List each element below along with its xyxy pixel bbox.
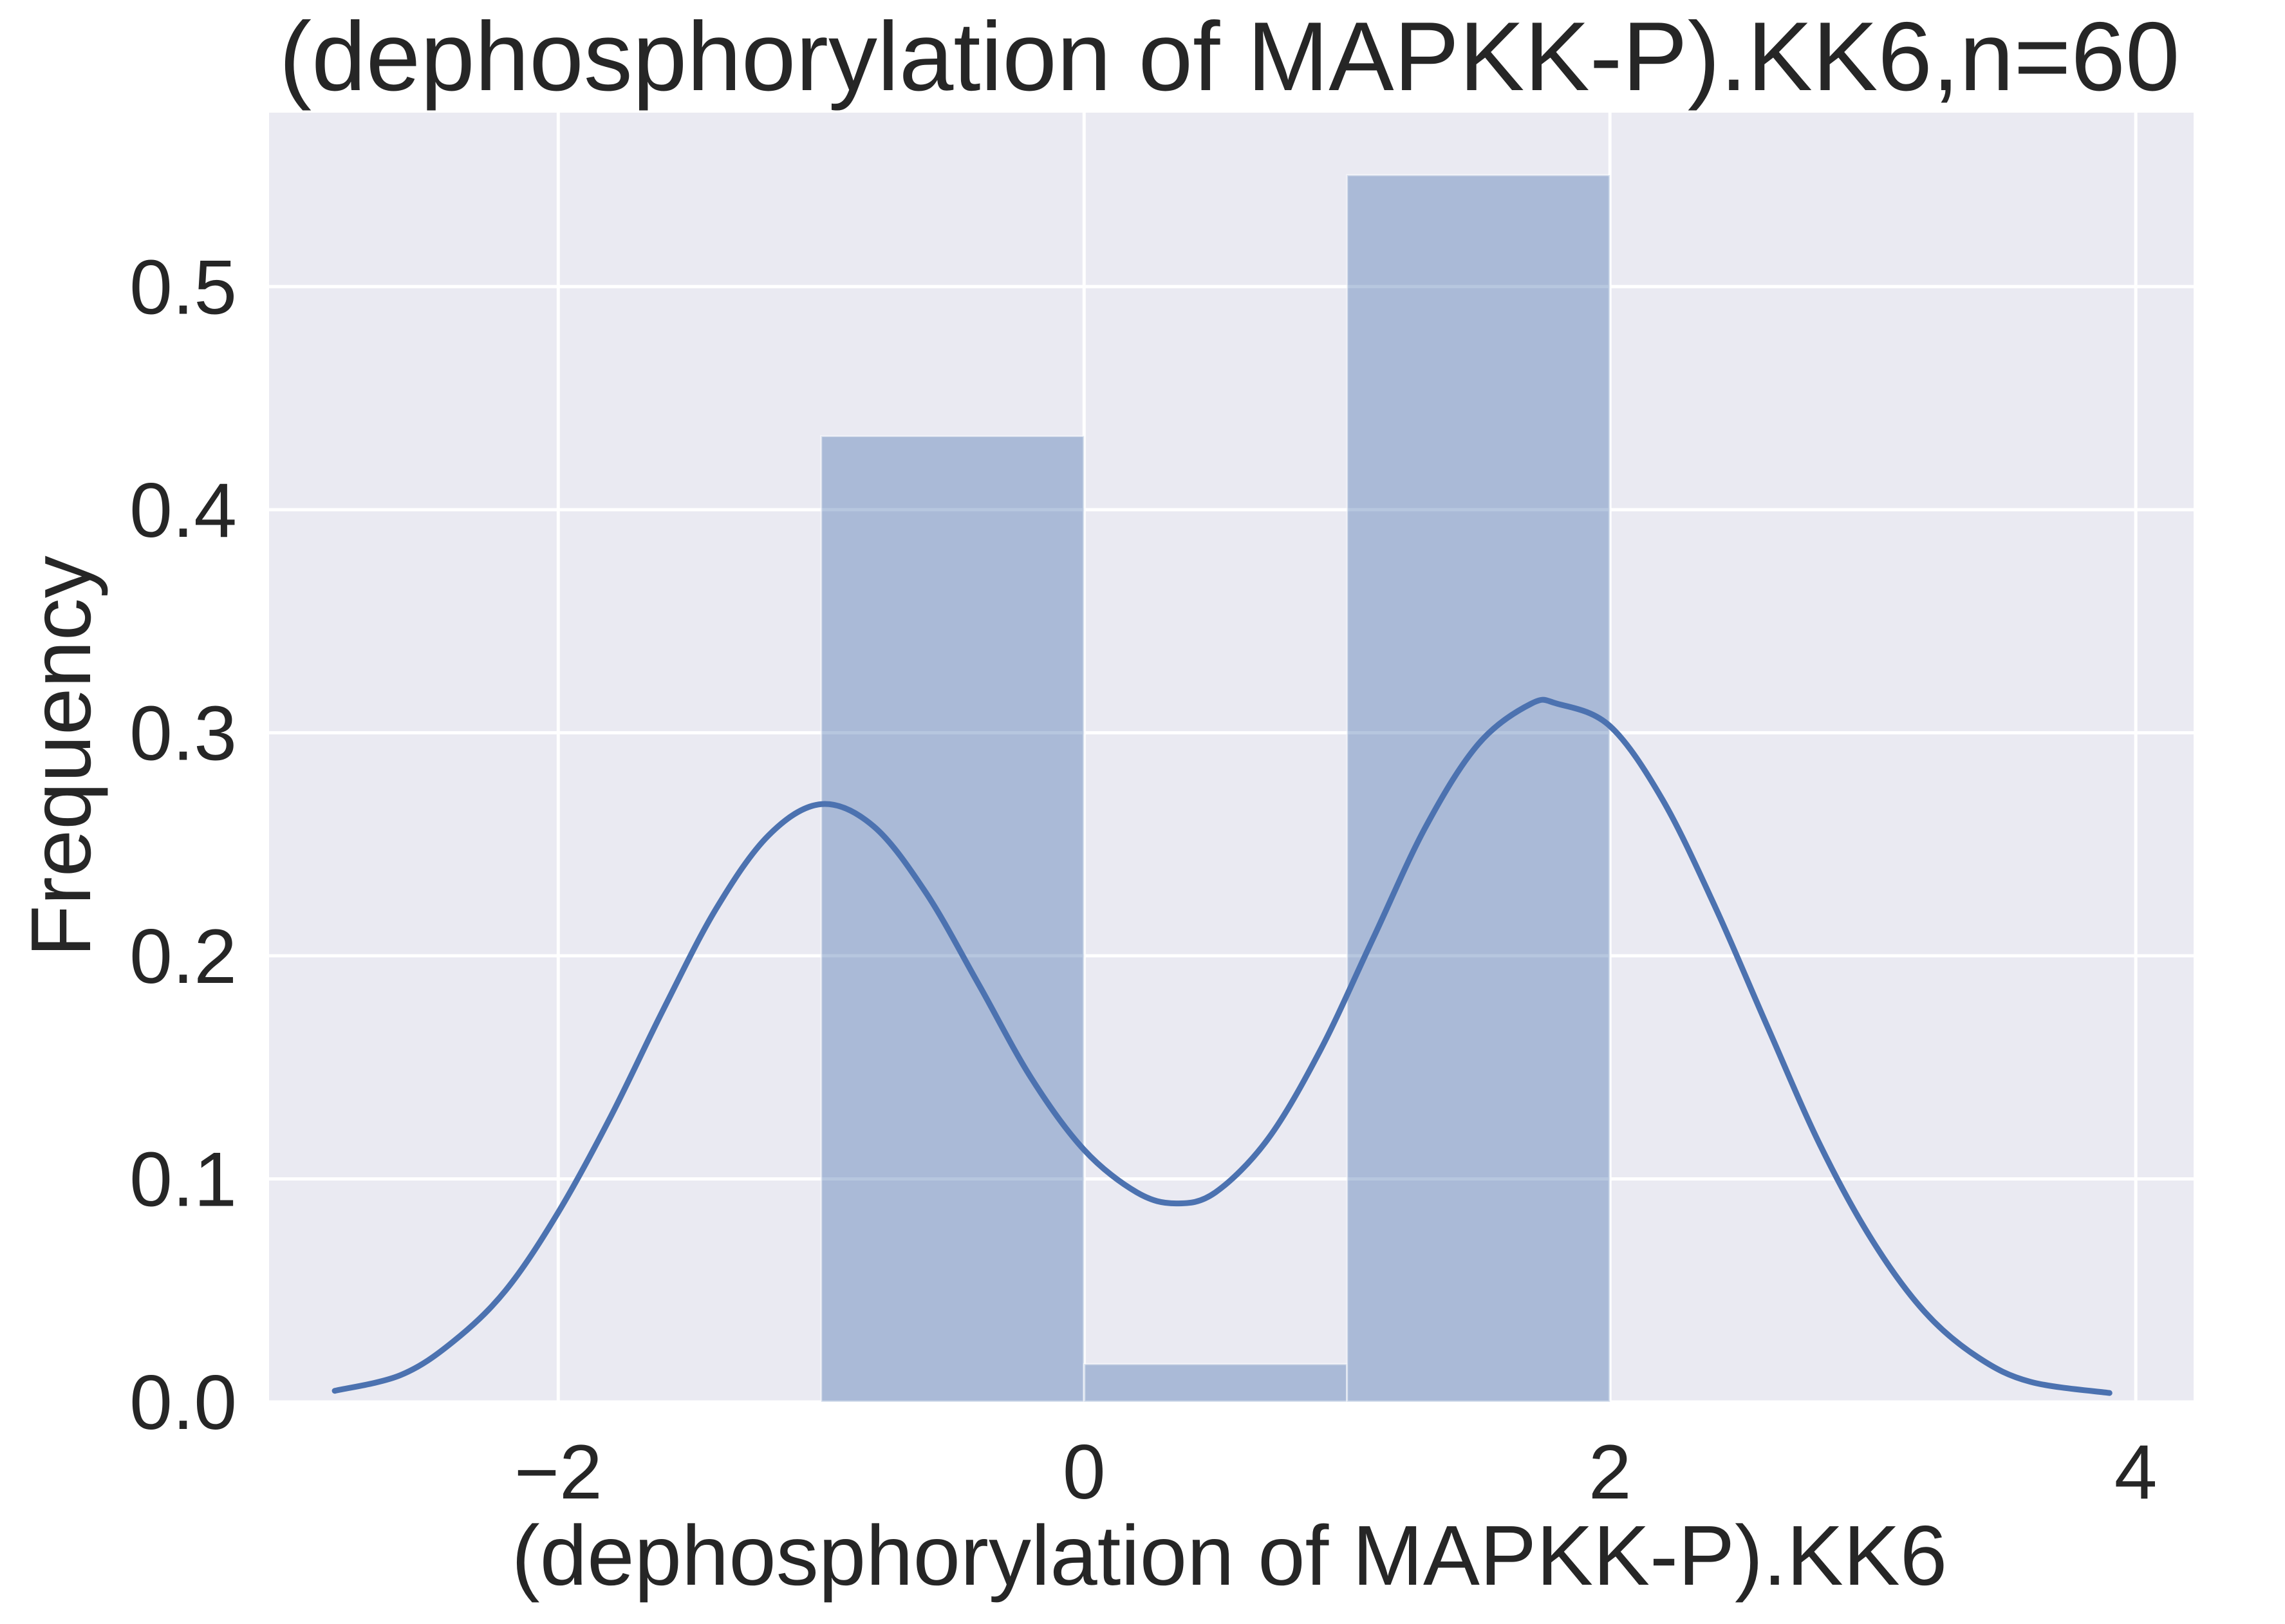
tick-labels: −2 0 2 4 0.0 0.1 0.2 0.3 0.4 0.5 [129,244,2157,1515]
x-tick-label: 4 [2114,1429,2158,1515]
histogram-bar-2 [1083,1363,1348,1403]
y-axis-label: Frequency [14,555,108,957]
histogram-bar-1 [820,434,1085,1403]
chart-title: (dephosphorylation of MAPKK-P).KK6,n=60 [279,2,2179,111]
histogram-bar-3 [1346,174,1611,1403]
y-tick-label: 0.1 [129,1136,237,1222]
plot-area-background [269,113,2194,1402]
y-tick-label: 0.0 [129,1359,237,1446]
x-tick-label: 0 [1063,1429,1106,1515]
y-tick-label: 0.5 [129,244,237,330]
histogram-bars [820,174,1611,1403]
x-tick-label: −2 [514,1429,602,1515]
y-tick-label: 0.3 [129,690,237,776]
x-axis-label: (dephosphorylation of MAPKK-P).KK6 [512,1508,1947,1603]
kde-curve [331,696,2112,1396]
x-tick-label: 2 [1589,1429,1632,1515]
kde-curve-layer [331,696,2112,1396]
y-tick-label: 0.2 [129,913,237,1000]
y-tick-label: 0.4 [129,467,237,554]
